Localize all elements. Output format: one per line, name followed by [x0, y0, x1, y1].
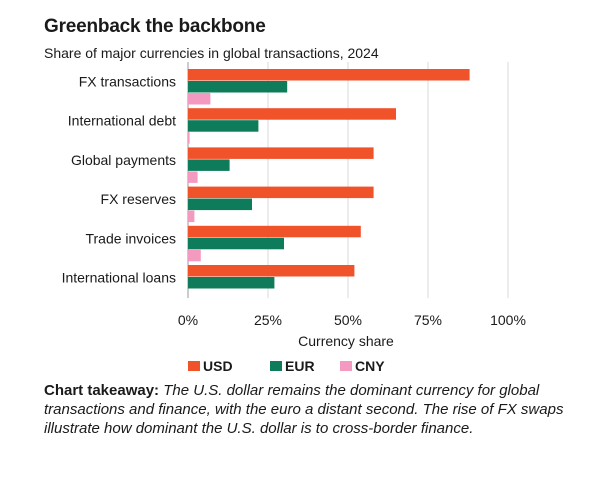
bar-usd — [188, 225, 361, 238]
bar-eur — [188, 81, 288, 93]
bar-eur — [188, 277, 275, 289]
x-tick-label: 0% — [178, 312, 198, 328]
bar-usd — [188, 147, 374, 159]
category-labels: FX transactions International debt Global … — [62, 74, 177, 286]
legend-swatch-cny — [340, 361, 352, 371]
chart-title: Greenback the backbone — [44, 16, 266, 37]
bar-usd — [188, 69, 470, 81]
bar-eur — [188, 198, 252, 211]
bar-usd — [188, 108, 396, 120]
x-tick-label: 25% — [254, 312, 282, 328]
bar-chart: FX transactions International debt Global … — [62, 62, 526, 374]
bar-cny — [188, 93, 211, 105]
x-axis-title: Currency share — [298, 333, 394, 349]
bar-eur — [188, 237, 284, 250]
legend: USD EUR CNY — [188, 358, 385, 374]
x-tick-label: 50% — [334, 312, 362, 328]
x-tick-labels: 0% 25% 50% 75% 100% — [178, 312, 526, 328]
legend-label-usd: USD — [203, 358, 233, 374]
legend-swatch-usd — [188, 361, 200, 371]
bar-eur — [188, 120, 259, 132]
category-label: International debt — [68, 113, 176, 129]
bar-eur — [188, 159, 230, 171]
bar-usd — [188, 265, 355, 277]
category-label: Trade invoices — [85, 230, 176, 246]
category-label: FX transactions — [79, 74, 176, 90]
chart-takeaway: Chart takeaway: The U.S. dollar remains … — [44, 381, 564, 438]
bar-cny — [188, 171, 198, 183]
legend-label-eur: EUR — [285, 358, 315, 374]
bar-cny — [188, 132, 190, 144]
takeaway-body: The U.S. dollar remains the dominant cur… — [44, 382, 564, 437]
legend-label-cny: CNY — [355, 358, 385, 374]
x-tick-label: 100% — [490, 312, 526, 328]
bars — [188, 69, 470, 289]
takeaway-lead: Chart takeaway: — [44, 382, 160, 399]
category-label: International loans — [62, 270, 176, 286]
gridlines — [187, 62, 509, 298]
chart-subtitle: Share of major currencies in global tran… — [44, 45, 379, 61]
bar-usd — [188, 186, 374, 199]
bar-cny — [188, 249, 201, 262]
category-label: Global payments — [71, 152, 176, 168]
category-label: FX reserves — [101, 191, 176, 207]
x-tick-label: 75% — [414, 312, 442, 328]
bar-cny — [188, 210, 195, 223]
legend-swatch-eur — [270, 361, 282, 371]
